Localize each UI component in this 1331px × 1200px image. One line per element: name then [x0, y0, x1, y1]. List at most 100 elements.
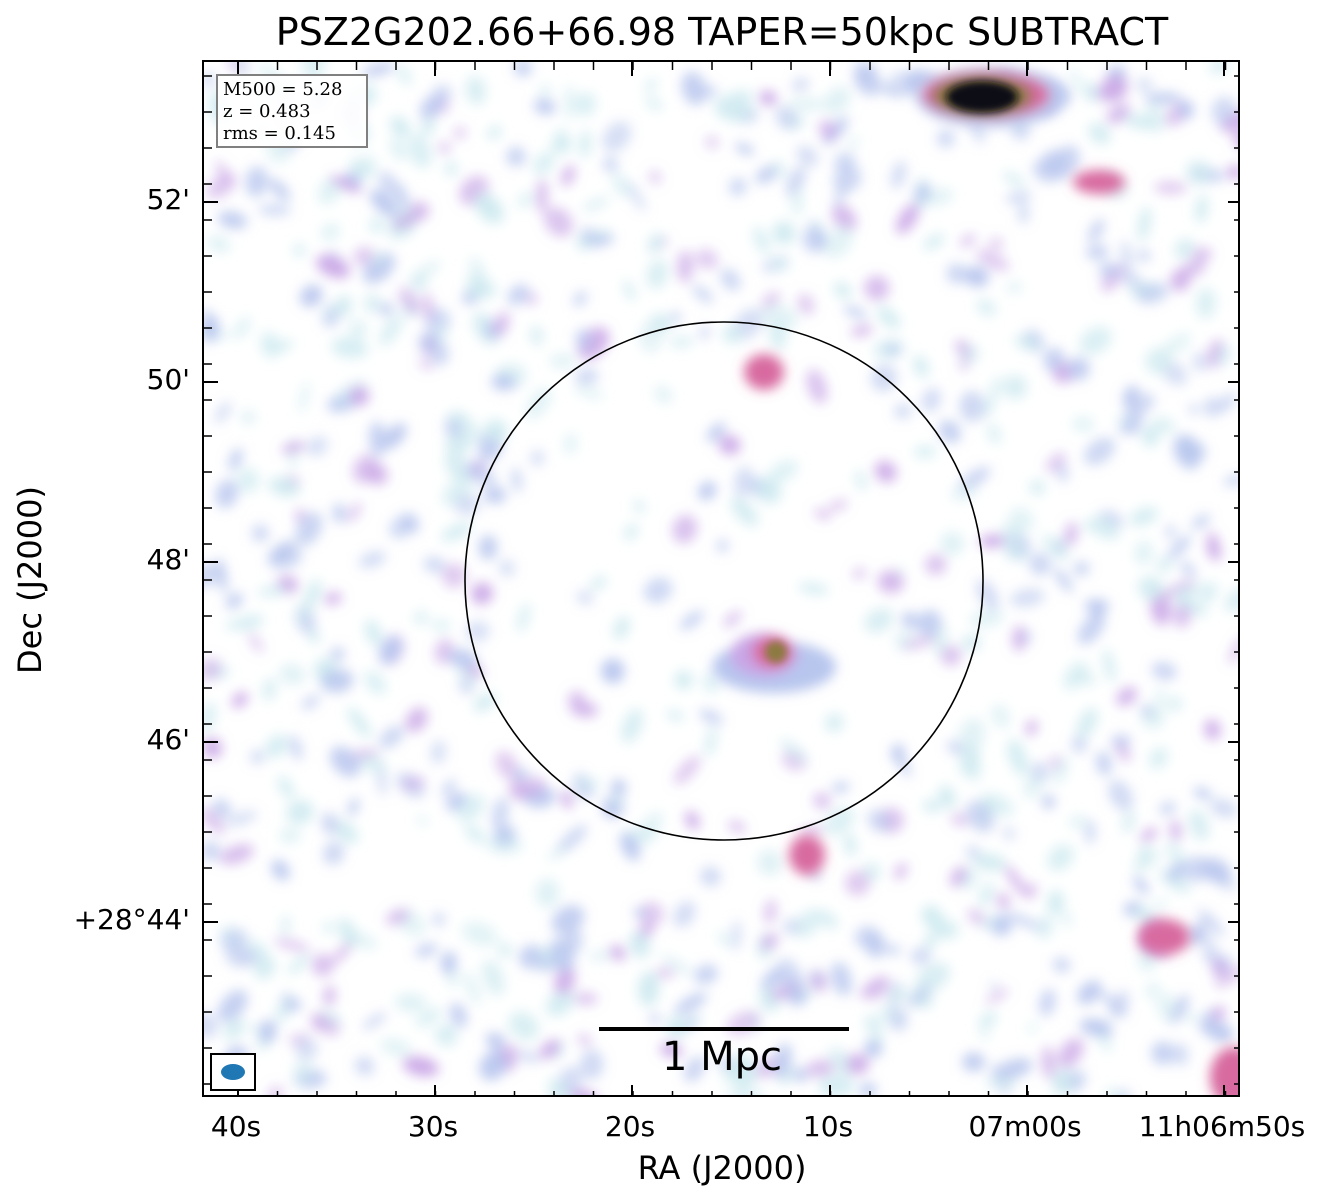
noise-blob — [1006, 281, 1023, 294]
noise-blob — [225, 617, 262, 631]
noise-blob — [624, 524, 638, 540]
noise-blob — [565, 84, 574, 120]
noise-blob — [901, 611, 918, 629]
noise-blob — [231, 691, 248, 709]
y-tick-label: +28°44' — [73, 903, 190, 936]
noise-blob — [844, 832, 857, 857]
noise-blob — [1051, 1068, 1073, 1095]
noise-blob — [962, 1052, 986, 1072]
noise-blob — [331, 337, 369, 359]
noise-blob — [491, 374, 517, 391]
noise-blob — [666, 710, 684, 721]
noise-blob — [1200, 582, 1217, 604]
noise-blob — [771, 256, 789, 271]
noise-blob — [810, 971, 828, 994]
noise-blob — [369, 189, 398, 217]
noise-blob — [1212, 1006, 1226, 1021]
noise-blob — [305, 579, 322, 604]
noise-blob — [706, 422, 726, 442]
noise-blob — [864, 1040, 882, 1058]
noise-blob — [1018, 203, 1029, 224]
noise-blob — [435, 1024, 458, 1047]
noise-blob — [674, 992, 708, 1015]
noise-blob — [1041, 1046, 1056, 1080]
noise-blob — [834, 152, 856, 174]
noise-blob — [414, 942, 438, 958]
noise-blob — [277, 776, 295, 799]
noise-blob — [699, 326, 711, 340]
noise-blob — [454, 493, 480, 516]
noise-blob — [380, 1038, 412, 1057]
noise-blob — [576, 590, 594, 605]
noise-blob — [990, 981, 999, 992]
noise-blob — [1228, 636, 1238, 664]
redshift-label: z = 0.483 — [223, 101, 311, 122]
noise-blob — [320, 223, 340, 241]
noise-blob — [844, 1053, 870, 1075]
noise-blob — [431, 619, 451, 632]
noise-blob — [286, 800, 314, 825]
noise-blob — [1052, 957, 1071, 973]
noise-blob — [1154, 899, 1167, 910]
noise-blob — [323, 841, 345, 865]
noise-blob — [311, 1012, 326, 1031]
noise-blob — [730, 497, 759, 527]
noise-blob — [499, 559, 515, 577]
noise-blob — [728, 177, 747, 196]
noise-blob — [923, 799, 941, 813]
noise-blob — [699, 709, 724, 725]
noise-blob — [753, 226, 770, 254]
noise-blob — [702, 672, 720, 693]
noise-blob — [223, 1019, 246, 1040]
noise-blob — [831, 204, 857, 232]
noise-blob — [629, 931, 651, 959]
noise-blob — [364, 293, 380, 314]
noise-blob — [1089, 516, 1120, 540]
noise-blob — [735, 142, 755, 155]
beam-box — [210, 1053, 256, 1091]
noise-blob — [332, 942, 352, 964]
noise-blob — [654, 385, 673, 404]
noise-blob — [329, 175, 363, 193]
noise-blob — [1042, 794, 1055, 810]
r500-circle — [464, 321, 984, 841]
noise-blob — [736, 1084, 768, 1095]
noise-blob — [389, 512, 417, 539]
noise-blob — [516, 1049, 540, 1064]
noise-blob — [1153, 181, 1188, 195]
noise-blob — [574, 92, 596, 116]
noise-blob — [453, 126, 467, 140]
noise-blob — [979, 534, 1006, 548]
noise-blob — [699, 866, 722, 887]
noise-blob — [864, 608, 894, 633]
noise-blob — [1014, 335, 1040, 350]
noise-blob — [1174, 238, 1194, 259]
noise-blob — [969, 610, 1004, 627]
noise-blob — [1083, 437, 1116, 466]
noise-blob — [886, 343, 901, 357]
noise-blob — [551, 905, 585, 935]
noise-blob — [783, 918, 800, 935]
noise-blob — [364, 619, 382, 647]
noise-blob — [780, 738, 808, 763]
radio-sources — [712, 67, 1238, 1095]
noise-blob — [567, 1089, 600, 1095]
noise-blob — [844, 870, 871, 896]
noise-blob — [468, 257, 485, 275]
noise-blob — [1003, 171, 1026, 188]
noise-blob — [950, 866, 967, 888]
noise-blob — [311, 953, 335, 977]
noise-blob — [913, 355, 929, 378]
noise-blob — [1159, 332, 1192, 358]
noise-blob — [610, 795, 623, 807]
noise-blob — [355, 1056, 375, 1076]
noise-blob — [1159, 801, 1177, 815]
noise-blob — [645, 98, 663, 110]
noise-blob — [511, 467, 522, 493]
noise-blob — [1188, 404, 1200, 415]
noise-blob — [763, 899, 777, 925]
noise-blob — [910, 947, 931, 965]
x-axis-label: RA (J2000) — [637, 1149, 807, 1187]
noise-blob — [417, 816, 428, 825]
noise-blob — [940, 645, 962, 666]
